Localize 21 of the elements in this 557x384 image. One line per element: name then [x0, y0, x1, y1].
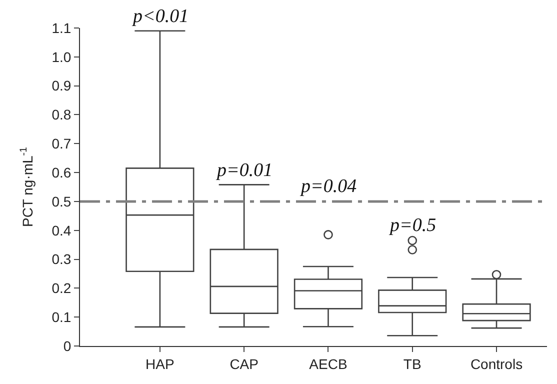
y-tick-label: 0.7 — [52, 136, 72, 152]
annotation: p=0.04 — [299, 176, 358, 197]
y-tick-label: 1.1 — [52, 20, 72, 36]
y-tick-label: 0.1 — [52, 308, 72, 325]
y-tick-label: 0.2 — [52, 280, 72, 296]
x-tick-label: AECB — [309, 356, 348, 372]
y-tick-label: 0 — [63, 338, 72, 354]
y-tick-label: 0.4 — [52, 222, 72, 238]
x-tick-label: TB — [403, 356, 422, 372]
x-tick-label: CAP — [230, 356, 258, 372]
x-tick-label: Controls — [470, 356, 523, 372]
annotation: p=0.5 — [388, 215, 436, 236]
y-tick-label: 0.5 — [52, 193, 72, 210]
y-tick-label: 0.9 — [52, 78, 72, 94]
y-tick-label: 0.8 — [52, 106, 72, 123]
y-tick-label: 0.3 — [52, 251, 72, 268]
x-tick-label: HAP — [146, 356, 174, 372]
y-tick-label: 1.0 — [52, 48, 72, 65]
annotation: p=0.01 — [215, 160, 273, 181]
text: p<0.01 — [131, 6, 189, 27]
y-tick-label: 0.6 — [52, 164, 72, 180]
